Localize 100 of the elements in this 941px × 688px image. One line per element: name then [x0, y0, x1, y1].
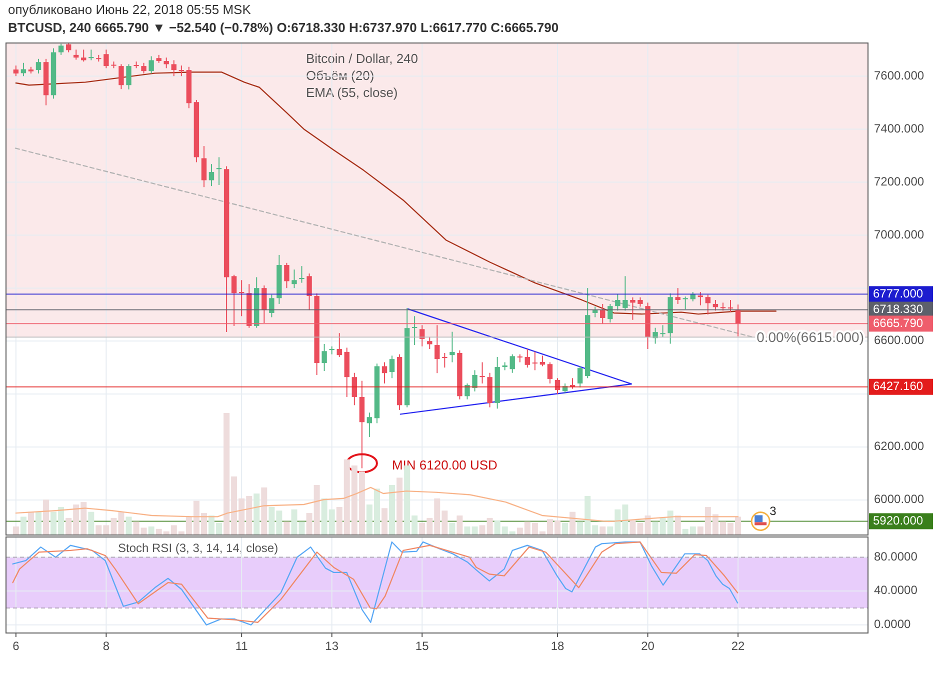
y-tick-label: 7200.000 [874, 174, 924, 188]
bar [570, 512, 576, 535]
ref-line-label: 6665.790 [873, 316, 924, 330]
x-tick-label: 13 [325, 639, 339, 654]
y-tick-label: 0.0000 [874, 617, 912, 632]
y-tick-label: 6000.000 [874, 492, 924, 506]
y-tick-label: 6200.000 [874, 439, 924, 454]
candlestick [472, 370, 478, 392]
candlestick [728, 299, 734, 312]
y-tick-label: 7000.000 [874, 227, 924, 242]
bar [284, 522, 290, 535]
candlestick [698, 292, 704, 306]
candlestick [660, 324, 666, 338]
candlestick [630, 296, 636, 320]
candlestick [464, 382, 470, 400]
candlestick [141, 62, 146, 74]
candlestick [208, 164, 214, 187]
candlestick [352, 372, 358, 406]
candlestick [705, 294, 711, 316]
candlestick [450, 331, 455, 363]
annotation: EMA (55, close) [306, 85, 398, 100]
ref-line-label: 5920.000 [873, 513, 924, 528]
candlestick [88, 49, 94, 61]
x-tick-label: 22 [731, 639, 746, 654]
band-label: 0.00%(6615.000) [756, 328, 864, 345]
chart-title: опубликовано Июнь 22, 2018 05:55 MSK [8, 2, 252, 17]
x-tick-label: 8 [102, 639, 110, 654]
candlestick [238, 280, 244, 317]
bar [382, 508, 388, 535]
candlestick [592, 306, 598, 318]
candlestick [306, 273, 312, 311]
bar [20, 516, 26, 535]
y-tick-label: 40.0000 [874, 583, 918, 598]
candlestick [336, 332, 342, 358]
candlestick [118, 64, 124, 90]
bar [43, 500, 50, 535]
candlestick [366, 412, 372, 438]
candlestick [510, 354, 515, 374]
x-tick-label: 20 [641, 639, 655, 654]
candlestick [434, 324, 440, 374]
ref-line-label: 6718.330 [873, 302, 924, 316]
candlestick [540, 355, 546, 367]
candlestick [216, 156, 222, 186]
bar [600, 526, 606, 535]
candlestick [178, 65, 184, 77]
candlestick [81, 49, 86, 62]
bar [464, 526, 470, 535]
candlestick [735, 304, 741, 337]
chart-subtitle: BTCUSD, 240 6665.790 ▼ −52.540 (−0.78%) O:6718.330 H:6737.970 L:6617.770 C:6665.790 [8, 20, 559, 35]
annotation: 3 [770, 504, 777, 518]
candlestick [201, 146, 207, 188]
candlestick [600, 303, 606, 324]
candlestick [269, 294, 274, 318]
bar [35, 512, 42, 535]
bar [456, 515, 463, 535]
bar [148, 526, 154, 535]
candlestick [299, 266, 304, 284]
bar [674, 515, 681, 535]
candlestick [231, 274, 237, 326]
candlestick [622, 276, 628, 312]
candlestick [148, 56, 154, 74]
candlestick [58, 43, 64, 56]
candlestick [36, 58, 42, 74]
candlestick [712, 299, 718, 312]
bar [396, 478, 403, 535]
chart-title: Stoch RSI (3, 3, 14, 14, close) [118, 541, 278, 555]
candlestick [427, 336, 432, 350]
y-tick-label: 80.0000 [874, 549, 918, 564]
candlestick [615, 294, 620, 312]
y-tick-label: 7600.000 [874, 68, 924, 82]
candlestick [577, 366, 583, 388]
bar [472, 526, 478, 535]
candlestick [682, 296, 688, 310]
x-tick-label: 18 [550, 639, 564, 654]
candlestick [284, 262, 290, 289]
candlestick [532, 351, 538, 371]
x-tick-label: 15 [415, 639, 430, 654]
x-tick-label: 6 [12, 639, 20, 654]
bar [449, 522, 456, 535]
bar [88, 512, 94, 535]
ref-line-label: 6777.000 [873, 286, 924, 300]
candlestick [322, 343, 327, 372]
bar [261, 487, 268, 535]
ref-line-label: 6427.160 [873, 379, 924, 394]
candlestick [126, 64, 132, 90]
y-tick-label: 7400.000 [874, 121, 924, 136]
bar [562, 522, 568, 535]
candlestick [480, 362, 485, 384]
candlestick [389, 355, 395, 379]
candlestick [638, 296, 643, 308]
annotation: Bitcoin / Dollar, 240 [306, 51, 418, 66]
candlestick [442, 352, 448, 368]
candlestick [104, 49, 109, 69]
candlestick [412, 316, 418, 346]
candlestick [292, 269, 297, 289]
bar [389, 484, 396, 535]
candlestick [20, 62, 26, 77]
candlestick [13, 65, 19, 77]
bar [28, 512, 34, 535]
x-tick-label: 11 [235, 639, 248, 654]
